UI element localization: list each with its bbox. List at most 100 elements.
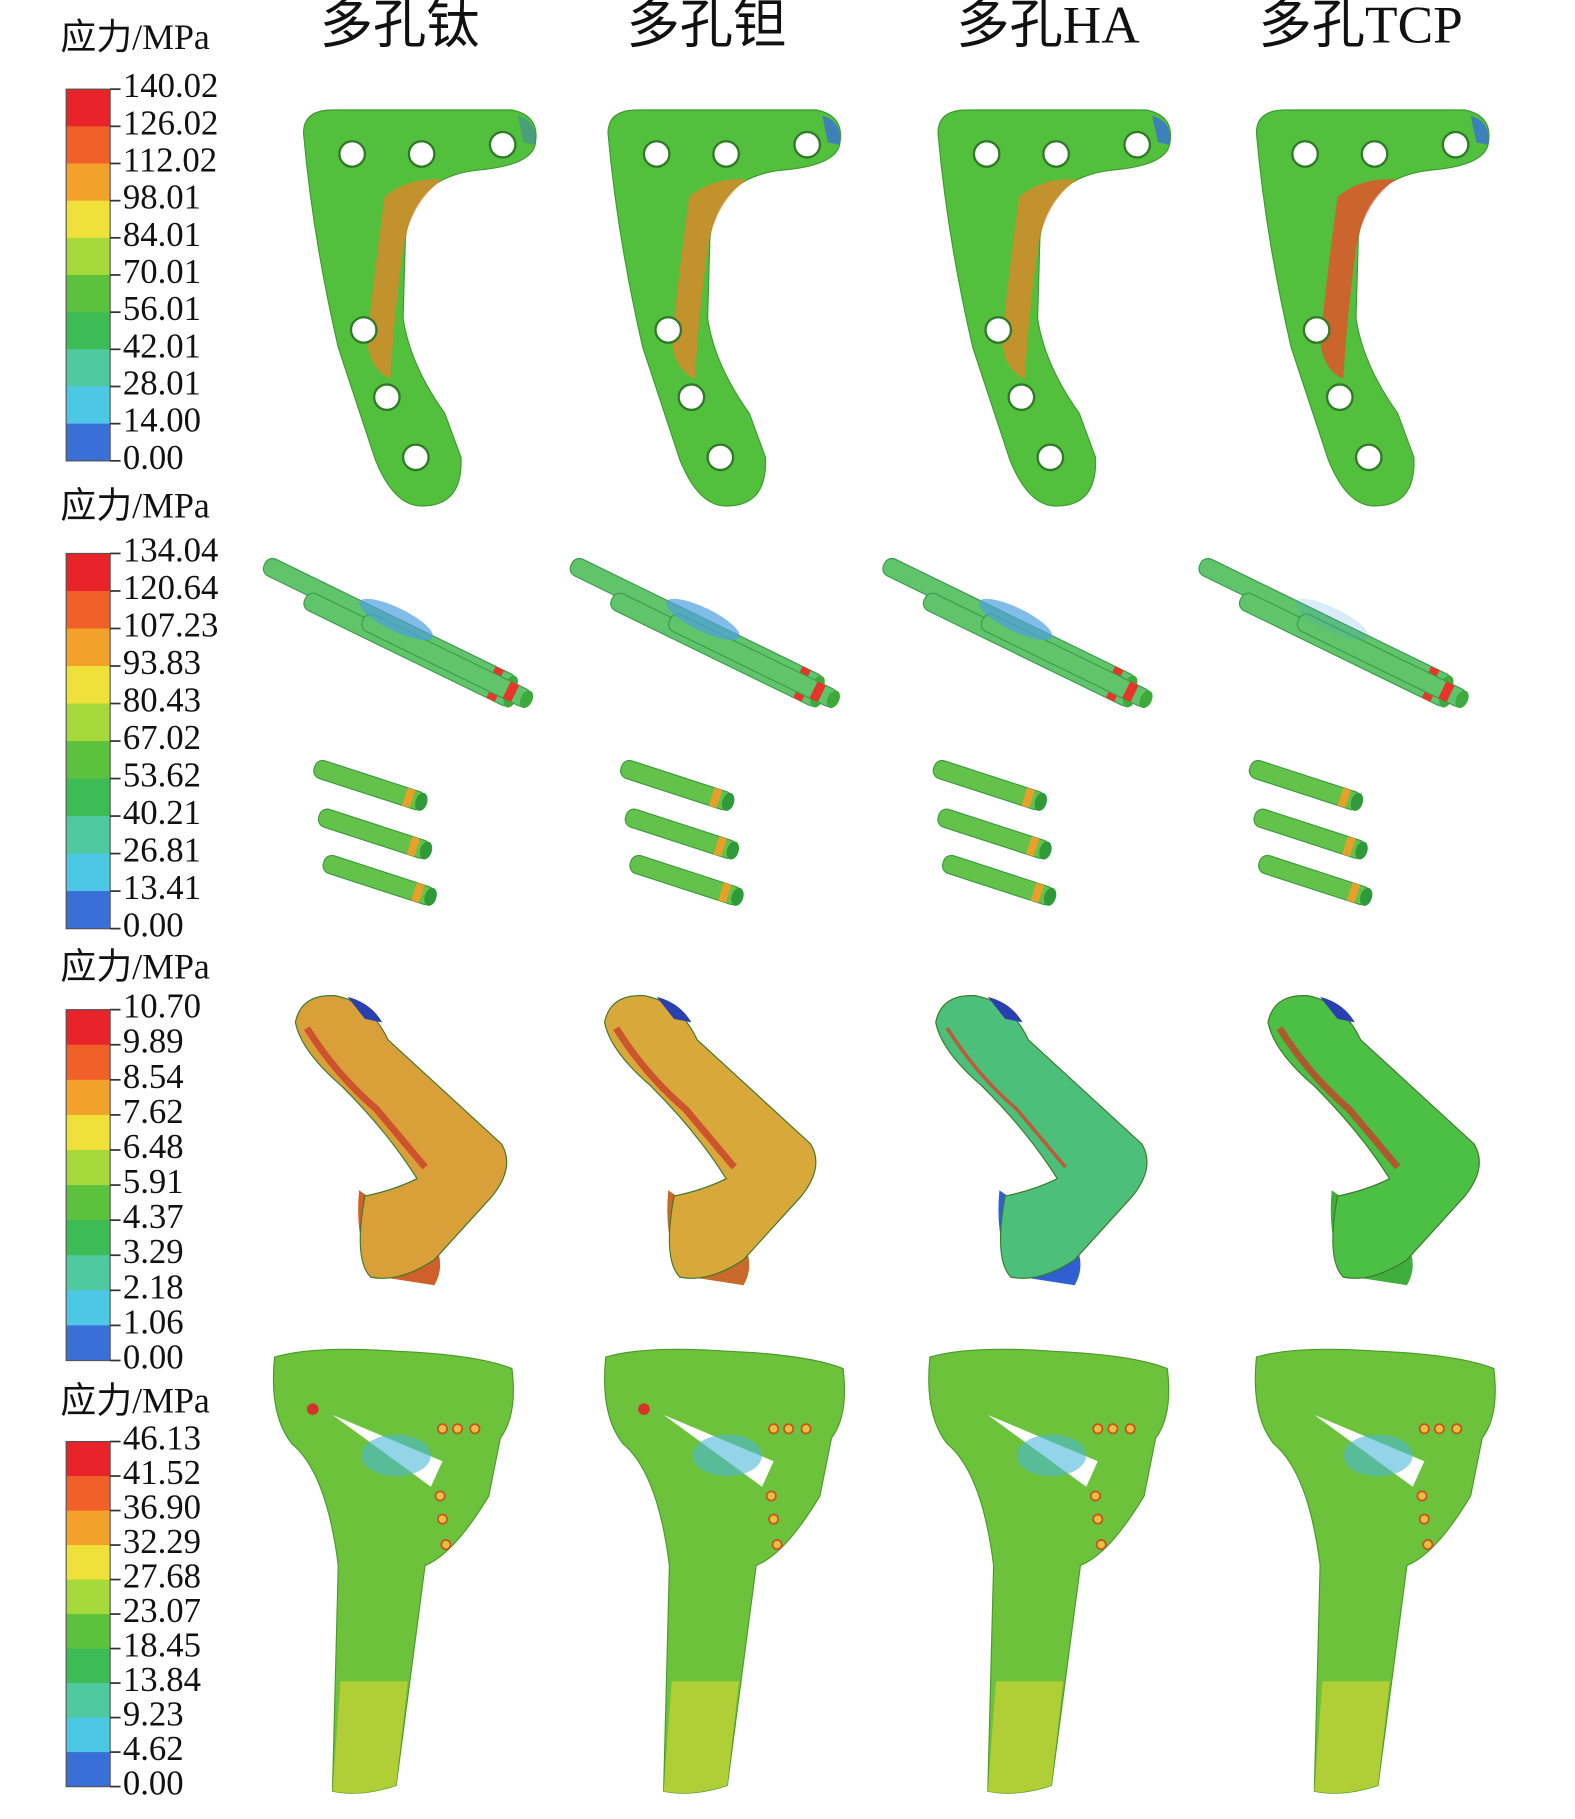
screw-stress-map [1198,557,1469,709]
screw-site [1418,1423,1430,1435]
screw-site [800,1423,812,1435]
short-screws [313,759,437,906]
legend-label: 9.23 [123,1695,184,1734]
screw-end [419,841,433,860]
legend-label: 120.64 [123,568,218,607]
stress-ring [1346,882,1361,903]
short-screw [629,854,744,906]
low-stress-area [1016,1434,1087,1477]
stress-band [1320,179,1396,379]
screw-site [1092,1423,1104,1435]
color-swatch [66,1149,111,1186]
screw-end [1043,887,1057,906]
screw-site [436,1513,448,1525]
wedge-stress-map [935,995,1148,1286]
screw-hole [1360,140,1389,168]
screw-site [765,1490,777,1502]
color-swatch [66,1079,111,1116]
color-swatch [66,386,111,425]
screw-hole [1291,140,1319,168]
legend-label: 32.29 [123,1522,201,1561]
screw-hole [972,140,1001,168]
color-swatch [66,423,111,462]
screw-hole [677,383,706,412]
color-swatch [66,1185,111,1221]
short-screw [620,759,735,811]
legend-label: 27.68 [123,1557,201,1596]
legends: 应力/MPa140.02126.02112.0298.0184.0170.015… [60,17,218,1803]
color-swatch [66,1683,111,1719]
low-stress-area [666,598,740,641]
stress-ring [1030,882,1045,903]
low-stress-area [1294,598,1369,641]
screw-site [783,1423,795,1435]
color-swatch [66,126,111,165]
legend-label: 9.89 [123,1022,184,1061]
stress-ring [809,681,826,703]
screw-site [1124,1423,1136,1435]
stress-band [367,179,443,379]
legend-label: 0.00 [123,906,184,945]
column-header: 多孔TCP [1259,0,1463,54]
stress-ring [1021,787,1035,808]
short-screw [317,808,433,860]
screw-hole [1302,316,1331,344]
stress-band [1001,179,1077,379]
screw-end [1034,792,1048,811]
legend-label: 80.43 [123,680,201,719]
screw-end [1039,841,1052,860]
stress-ring [708,787,723,808]
low-stress-area [692,1434,763,1477]
color-legend: 应力/MPa46.1341.5236.9032.2927.6823.0718.4… [60,1381,210,1803]
screw-site [768,1423,780,1435]
color-swatch [66,853,111,892]
stress-ring [1337,787,1351,808]
column-header: 多孔钽 [627,0,787,54]
screw-site [436,1423,448,1435]
stress-ring [1438,681,1455,703]
color-swatch [66,553,111,592]
color-swatch [66,1717,111,1753]
screw-stress-map [262,557,534,709]
tibia [603,1348,846,1794]
legend-label: 4.37 [123,1197,184,1236]
screw-site [771,1539,783,1551]
short-screws [620,759,744,906]
short-screw [941,854,1057,906]
screw-site [1092,1513,1104,1525]
screw-stress-map [882,557,1153,709]
legend-label: 70.01 [123,252,201,291]
color-swatch [66,628,111,667]
screw-hole [488,130,517,159]
legend-label: 0.00 [123,1337,184,1376]
plate-stress-map [1255,109,1490,507]
short-screw [322,854,437,906]
color-legend: 应力/MPa 134.04120.64107.2393.8380.4367.025… [60,486,218,945]
short-screw [313,759,428,811]
low-stress-area [656,996,692,1023]
color-swatch [66,237,111,276]
low-stress-area [1320,996,1355,1023]
screw-end [1350,792,1364,811]
color-swatch [66,703,111,742]
color-swatch [66,816,111,855]
color-swatch [66,1009,111,1046]
screw-end [1359,887,1373,906]
color-swatch [66,1255,111,1291]
color-swatch [66,1579,111,1615]
color-swatch [66,200,111,239]
color-swatch [66,1441,111,1477]
stress-ring [718,882,732,903]
legend-label: 67.02 [123,718,201,757]
legend-label: 4.62 [123,1729,184,1768]
shaft-stress [987,1681,1064,1794]
screw-site [469,1423,481,1435]
legend-title: 应力/MPa [60,1381,210,1421]
legend-label: 2.18 [123,1267,184,1306]
legend-label: 0.00 [123,438,184,477]
screw-site [1089,1490,1101,1502]
legend-label: 53.62 [123,756,201,795]
color-swatch [66,274,111,313]
tibia-stress-map [1254,1348,1496,1794]
screw-hole [984,316,1013,344]
